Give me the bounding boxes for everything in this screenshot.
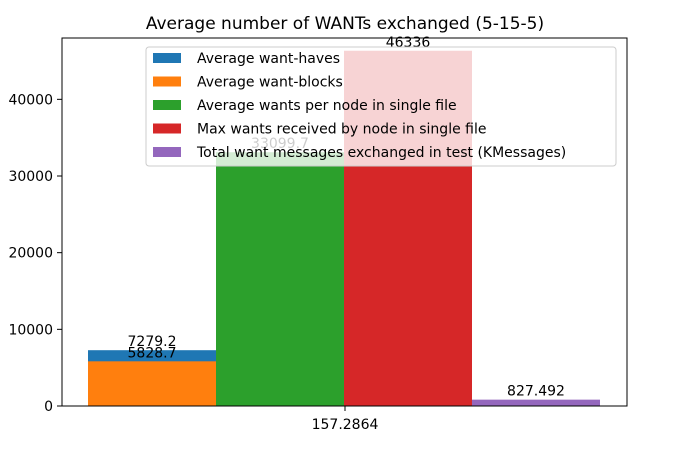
legend-label-4: Max wants received by node in single fil…: [197, 122, 486, 138]
data-label-2: 5828.7: [128, 345, 177, 361]
legend-label-3: Average wants per node in single file: [197, 98, 457, 114]
legend-label-5: Total want messages exchanged in test (K…: [196, 145, 566, 161]
legend-swatch-5: [153, 147, 181, 157]
chart-title: Average number of WANTs exchanged (5-15-…: [146, 14, 544, 34]
legend: Average want-haves Average want-blocks Ave…: [145, 46, 617, 167]
legend-label-1: Average want-haves: [197, 51, 340, 67]
y-tick-label: 0: [44, 399, 53, 415]
legend-swatch-2: [153, 76, 181, 87]
data-label-1: 7279.2: [128, 334, 177, 350]
legend-swatch-3: [153, 100, 181, 110]
y-tick-label: 10000: [8, 322, 53, 338]
y-tick-label: 30000: [8, 169, 53, 185]
legend-label-2: Average want-blocks: [197, 75, 343, 91]
bar-5: [472, 399, 600, 406]
legend-swatch-4: [153, 123, 181, 134]
axes-layer: 0 10000 20000 30000 40000 157.2864: [8, 37, 628, 433]
legend-box: [145, 46, 617, 167]
x-tick-label: 157.2864: [312, 417, 379, 433]
data-label-5: 827.492: [507, 384, 565, 400]
y-tick-label: 40000: [8, 92, 53, 108]
legend-swatch-1: [153, 53, 181, 63]
bar-3: [216, 152, 344, 406]
bar-2: [88, 361, 216, 406]
y-tick-label: 20000: [8, 246, 53, 262]
